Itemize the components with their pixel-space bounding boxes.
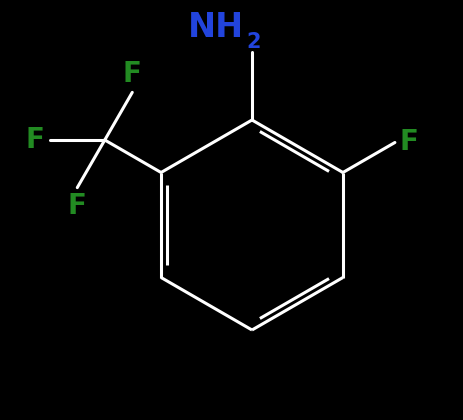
Text: 2: 2 [246, 32, 261, 52]
Text: F: F [123, 60, 142, 88]
Text: F: F [400, 129, 419, 157]
Text: F: F [26, 126, 45, 154]
Text: F: F [68, 192, 87, 220]
Text: NH: NH [188, 11, 244, 44]
